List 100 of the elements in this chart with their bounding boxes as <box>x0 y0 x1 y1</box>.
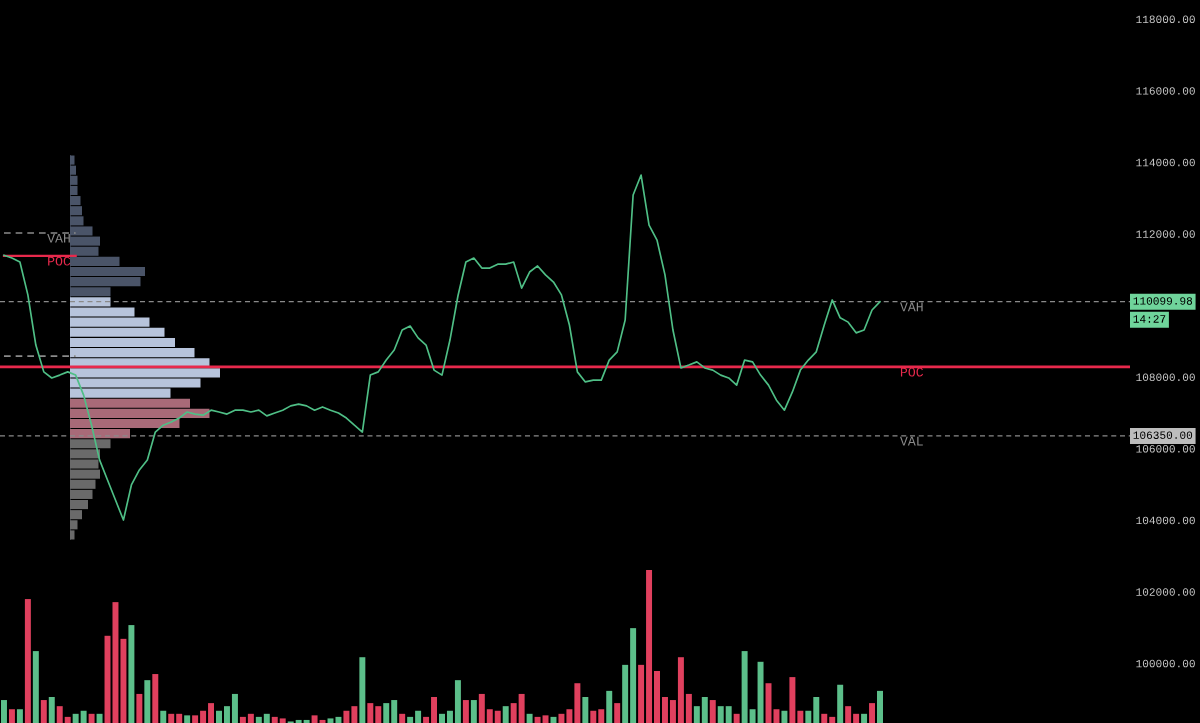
bar <box>160 710 167 723</box>
bar <box>869 703 876 723</box>
y-tick-label: 112000.00 <box>1136 230 1195 238</box>
bar <box>200 710 207 723</box>
bar <box>407 716 414 723</box>
bar <box>383 703 390 723</box>
bar <box>622 664 629 723</box>
bar <box>8 709 15 723</box>
y-tick-label: 104000.00 <box>1136 516 1195 525</box>
bar <box>646 570 653 723</box>
bar <box>494 710 501 723</box>
bar <box>709 700 716 723</box>
series-label: POC <box>48 256 71 266</box>
ref-line-label: POC <box>900 367 924 377</box>
bar <box>391 700 398 723</box>
bar <box>614 703 621 723</box>
bar <box>853 713 860 723</box>
y-tick-label: 100000.00 <box>1136 659 1195 668</box>
bar <box>343 710 350 723</box>
bar <box>454 680 461 723</box>
bar <box>669 700 676 723</box>
bar <box>845 706 852 723</box>
text: 110099.98 <box>1133 297 1193 305</box>
ref-line-label: VAH <box>899 302 923 312</box>
bar <box>534 716 541 723</box>
bar <box>446 710 453 723</box>
bar <box>255 716 262 723</box>
bar <box>335 716 342 723</box>
bar <box>48 696 55 723</box>
bar <box>231 693 238 723</box>
bar <box>582 696 589 723</box>
bar <box>263 713 270 723</box>
bar <box>502 706 509 723</box>
text: 14:27 <box>1133 315 1166 323</box>
bar <box>558 713 565 723</box>
bar <box>96 713 103 723</box>
bar <box>64 716 71 723</box>
bar <box>351 706 358 723</box>
bar <box>24 599 31 723</box>
bar <box>208 703 215 723</box>
bar <box>80 710 87 723</box>
bar <box>630 628 637 723</box>
bar <box>566 709 573 723</box>
bar <box>757 661 764 723</box>
bar <box>128 625 135 723</box>
ref-line-label: VAL <box>899 436 923 446</box>
bar <box>813 696 820 723</box>
bar <box>72 713 79 723</box>
bar <box>32 651 39 723</box>
bar <box>478 693 485 723</box>
bar <box>40 700 47 723</box>
bar <box>486 709 493 723</box>
bar <box>717 706 724 723</box>
y-tick-label: 116000.00 <box>1136 87 1195 95</box>
bar <box>216 710 222 723</box>
bar <box>861 713 868 723</box>
bar <box>144 680 151 723</box>
bar <box>829 716 836 723</box>
bar <box>638 664 645 723</box>
bar <box>598 709 605 723</box>
bar <box>399 713 406 723</box>
y-tick-label: 114000.00 <box>1136 158 1195 167</box>
bar <box>701 696 708 723</box>
bar <box>56 706 63 723</box>
bar <box>152 674 159 723</box>
y-tick-label: 106000.00 <box>1136 445 1195 453</box>
bar <box>462 700 469 723</box>
bar <box>176 713 183 723</box>
bar <box>168 713 175 723</box>
bar <box>797 710 804 723</box>
bar <box>574 683 581 723</box>
bar <box>741 651 748 723</box>
bar <box>239 716 246 723</box>
bar <box>590 710 597 723</box>
bar <box>359 657 366 723</box>
bar <box>279 718 286 723</box>
bar <box>295 719 302 723</box>
bar <box>877 690 883 723</box>
bar <box>542 715 549 723</box>
bar <box>271 716 278 723</box>
bar <box>311 715 318 723</box>
bar <box>550 716 557 723</box>
bar <box>223 706 230 723</box>
bar <box>526 713 533 723</box>
bar <box>773 709 780 723</box>
bar <box>1 700 7 723</box>
bar <box>685 693 692 723</box>
bar <box>184 715 191 723</box>
bar <box>415 710 422 723</box>
bar <box>16 709 23 723</box>
bar <box>837 684 844 723</box>
bar <box>789 677 796 723</box>
bar <box>423 716 430 723</box>
bar <box>725 706 732 723</box>
y-tick-label: 118000.00 <box>1136 15 1195 24</box>
bar <box>470 700 477 723</box>
bar <box>247 713 254 723</box>
bar <box>606 690 613 723</box>
bar <box>821 713 828 723</box>
bar <box>192 715 199 723</box>
